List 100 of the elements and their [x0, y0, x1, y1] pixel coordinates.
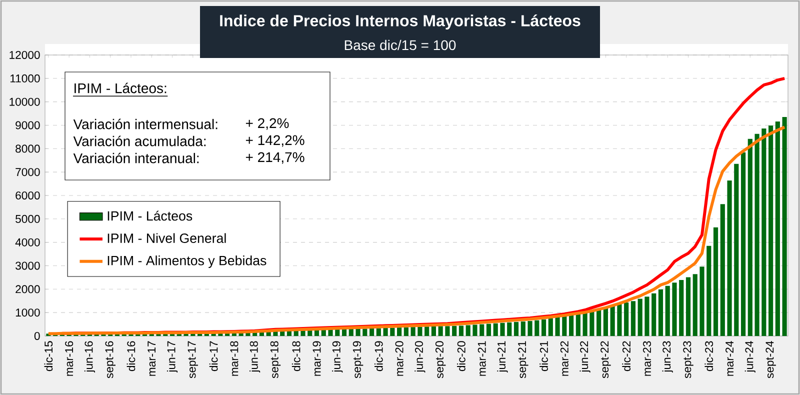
x-tick-label: jun-22: [580, 341, 590, 372]
bar: [424, 326, 430, 336]
bar: [528, 321, 532, 336]
x-tick-label: sept-19: [352, 341, 364, 378]
x-tick-label: mar-20: [395, 341, 404, 376]
x-tick-label: dic-20: [457, 341, 466, 372]
bar: [404, 327, 408, 336]
y-tick-label: 5000: [16, 214, 40, 223]
x-tick-label: dic-23: [704, 341, 714, 372]
y-tick-label: 0: [34, 332, 40, 340]
bar: [768, 125, 774, 336]
legend-label: IPIM - Lácteos: [108, 210, 192, 221]
bar: [534, 320, 540, 336]
bar: [555, 316, 560, 336]
x-tick-label: dic-19: [374, 341, 383, 372]
bar: [458, 326, 464, 336]
y-tick-label: 11000: [10, 74, 40, 82]
bar: [727, 180, 732, 336]
bar: [493, 323, 498, 336]
legend-label: IPIM - Nivel General: [108, 233, 226, 243]
bar: [762, 128, 766, 336]
bar: [548, 318, 553, 336]
bar: [520, 321, 526, 336]
x-tick-label: sept-20: [435, 341, 446, 378]
y-tick-label: 3000: [16, 262, 40, 270]
x-tick-label: mar-21: [478, 341, 486, 376]
x-tick-label: mar-24: [726, 341, 734, 376]
bar: [376, 328, 381, 336]
x-tick-label: mar-17: [148, 341, 156, 376]
bar: [568, 314, 574, 336]
bar: [782, 117, 787, 336]
x-tick-label: mar-22: [560, 341, 568, 376]
bar: [445, 326, 450, 336]
bar: [644, 296, 650, 336]
x-tick-label: jun-17: [166, 341, 178, 372]
x-tick-label: jun-18: [250, 341, 260, 372]
x-tick-label: dic-17: [209, 341, 218, 372]
x-tick-label: jun-24: [744, 341, 756, 372]
bar: [500, 322, 505, 336]
x-tick-label: dic-22: [622, 341, 630, 372]
x-tick-label: sept-23: [683, 341, 694, 378]
bar: [652, 293, 656, 336]
x-tick-label: dic-15: [44, 341, 53, 372]
bar: [775, 121, 780, 336]
x-tick-label: dic-16: [126, 341, 136, 372]
bar: [342, 328, 347, 336]
x-tick-label: mar-18: [230, 341, 238, 376]
y-tick-label: 6000: [16, 191, 40, 200]
bar: [596, 308, 602, 336]
bar: [748, 138, 752, 336]
annotation: IPIM - Lácteos:: [74, 82, 166, 94]
bar: [638, 298, 642, 336]
y-tick-label: 4000: [15, 238, 40, 246]
y-tick-label: 2000: [16, 285, 40, 294]
y-tick-label: 7000: [16, 168, 40, 176]
x-tick-label: mar-23: [642, 341, 651, 376]
bar: [300, 330, 306, 336]
bar: [383, 328, 388, 336]
y-tick-label: 12000: [10, 50, 40, 59]
y-tick-label: 10000: [10, 98, 40, 106]
bar: [486, 324, 492, 336]
bar: [658, 289, 664, 336]
x-tick-label: dic-18: [292, 341, 300, 372]
x-tick-label: sept-21: [518, 341, 528, 378]
annotation: Variación acumulada:: [73, 136, 206, 146]
x-tick-label: jun-19: [332, 341, 343, 372]
bar: [480, 324, 484, 336]
bar: [603, 306, 608, 336]
bar: [562, 315, 567, 336]
bar: [452, 326, 457, 336]
bar: [720, 204, 725, 336]
bar: [665, 286, 670, 336]
y-tick-label: 9000: [16, 121, 40, 130]
x-tick-label: dic-21: [540, 341, 548, 372]
y-tick-label: 1000: [16, 308, 40, 317]
bar: [740, 152, 746, 336]
legend-label: IPIM - Alimentos y Bebidas: [108, 256, 266, 268]
bar: [713, 227, 718, 336]
bar: [582, 312, 588, 336]
bar: [390, 328, 395, 336]
x-tick-label: jun-21: [497, 341, 508, 372]
bar: [514, 322, 519, 336]
bar: [438, 326, 443, 336]
bar: [466, 325, 470, 336]
bar: [734, 164, 739, 336]
bar: [328, 329, 333, 336]
bar: [679, 280, 684, 336]
x-tick-label: sept-22: [600, 341, 611, 378]
bar: [348, 328, 354, 336]
bar: [672, 282, 677, 336]
bar: [294, 330, 298, 336]
bar: [356, 328, 360, 336]
bar: [410, 327, 416, 336]
bar: [397, 328, 402, 336]
bar: [308, 330, 312, 336]
bar: [362, 328, 368, 336]
bar: [692, 274, 698, 336]
bar: [754, 134, 760, 336]
bar: [431, 326, 436, 336]
x-tick-label: jun-20: [414, 341, 426, 372]
